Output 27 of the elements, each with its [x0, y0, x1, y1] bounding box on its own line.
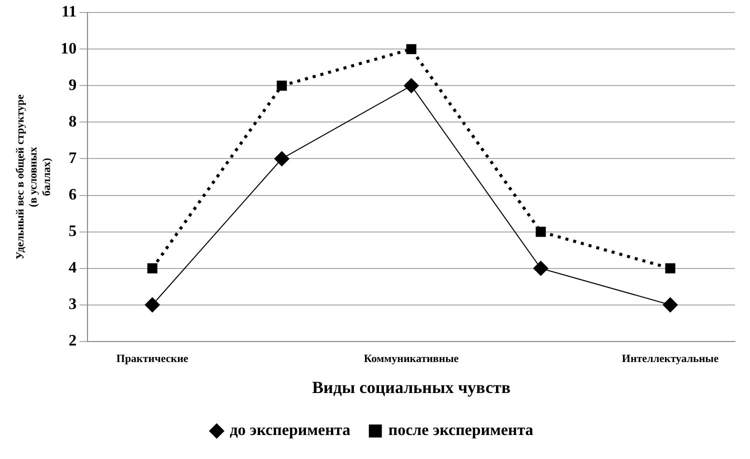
point	[274, 151, 290, 166]
point	[665, 263, 676, 274]
x-tick-label: Практические	[116, 352, 188, 365]
point	[406, 44, 416, 54]
y-tick-label: 11	[61, 4, 77, 21]
y-tick-label: 3	[68, 296, 77, 314]
point	[662, 297, 678, 312]
point	[147, 263, 158, 274]
point	[404, 78, 419, 94]
y-tick-label: 7	[68, 150, 77, 167]
point	[536, 226, 546, 237]
point	[276, 80, 287, 91]
point	[144, 297, 160, 312]
x-axis-title: Виды социальных чувств	[312, 378, 511, 398]
legend-label: до эксперимента	[230, 422, 350, 440]
y-tick-label: 4	[68, 259, 77, 276]
y-axis-title: Удельный вес в общей структуре (в условных баллах)	[14, 94, 53, 260]
legend-label: после эксперимента	[388, 422, 534, 440]
y-tick-label: 6	[68, 186, 77, 204]
y-tick-label: 5	[68, 222, 77, 240]
x-tick-label: Коммуникативные	[364, 352, 459, 365]
y-tick-label: 8	[68, 113, 77, 130]
y-tick-label: 2	[68, 332, 77, 350]
y-tick-label: 9	[68, 76, 77, 94]
x-tick-label: Интеллектуальные	[622, 352, 719, 365]
point	[533, 260, 548, 276]
y-tick-label: 10	[60, 40, 77, 58]
